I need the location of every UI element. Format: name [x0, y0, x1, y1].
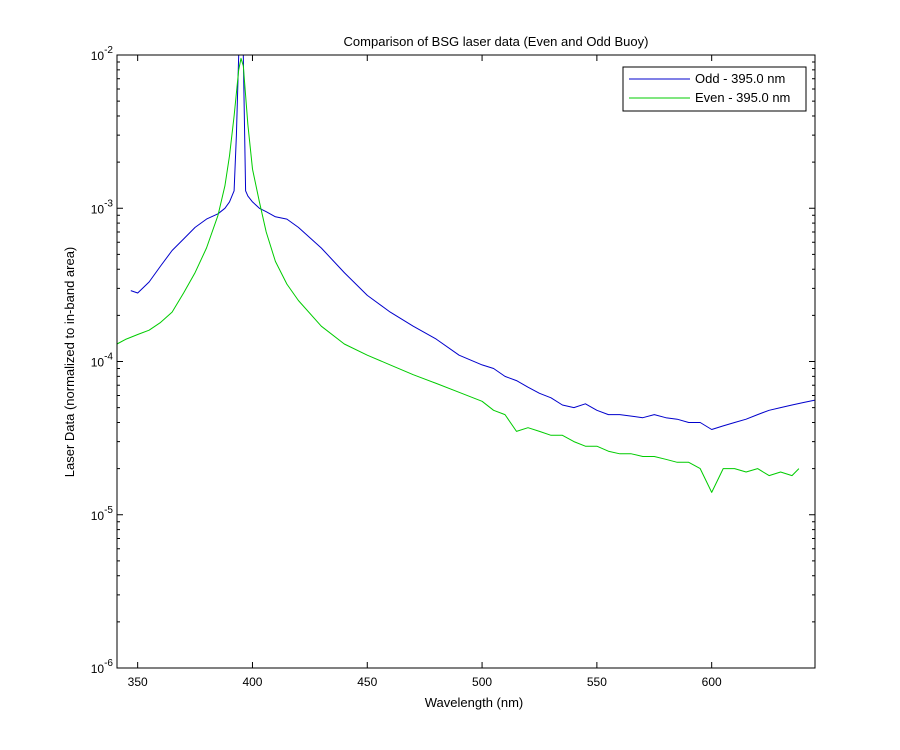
x-axis-label: Wavelength (nm) [425, 695, 524, 710]
y-axis-ticks: 10-2 10-3 10-4 10-5 10-6 [91, 45, 815, 676]
x-tick-label: 500 [472, 675, 492, 689]
x-tick-label: 400 [242, 675, 262, 689]
plot-area [117, 55, 815, 668]
x-tick-label: 350 [128, 675, 148, 689]
series-line-odd [130, 54, 816, 430]
legend-box [622, 66, 807, 112]
x-tick-label: 600 [702, 675, 722, 689]
y-tick-label: 10-4 [91, 352, 114, 370]
series-layer [116, 54, 816, 493]
chart-title: Comparison of BSG laser data (Even and O… [344, 34, 649, 49]
legend-label-even: Even - 395.0 nm [695, 90, 790, 105]
y-tick-label: 10-3 [91, 198, 114, 216]
x-tick-label: 550 [587, 675, 607, 689]
x-axis-ticks: 350 400 450 500 550 600 [128, 55, 722, 689]
legend: Odd - 395.0 nm Even - 395.0 nm [622, 66, 807, 112]
y-axis-label: Laser Data (normalized to in-band area) [62, 247, 77, 478]
y-tick-label: 10-2 [91, 45, 114, 63]
plot-background [117, 55, 815, 668]
y-tick-label: 10-6 [91, 658, 114, 676]
x-tick-label: 450 [357, 675, 377, 689]
legend-label-odd: Odd - 395.0 nm [695, 71, 785, 86]
y-tick-label: 10-5 [91, 505, 114, 523]
series-line-even [116, 57, 800, 493]
